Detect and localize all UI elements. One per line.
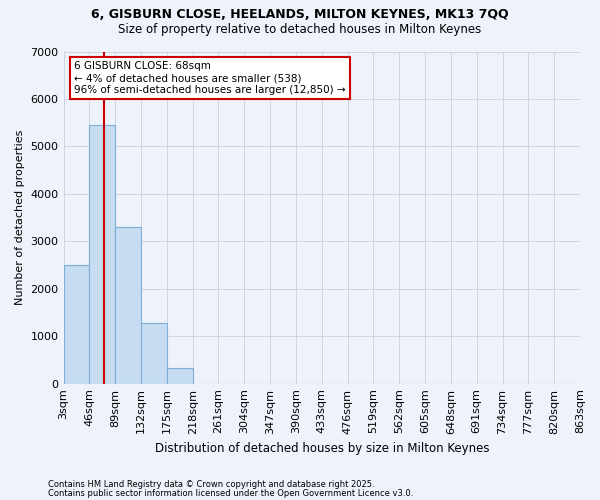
Bar xyxy=(115,227,141,384)
Bar xyxy=(167,368,193,384)
Bar xyxy=(89,125,115,384)
X-axis label: Distribution of detached houses by size in Milton Keynes: Distribution of detached houses by size … xyxy=(155,442,489,455)
Bar xyxy=(64,265,89,384)
Bar xyxy=(141,323,167,384)
Text: Contains public sector information licensed under the Open Government Licence v3: Contains public sector information licen… xyxy=(48,488,413,498)
Text: 6 GISBURN CLOSE: 68sqm
← 4% of detached houses are smaller (538)
96% of semi-det: 6 GISBURN CLOSE: 68sqm ← 4% of detached … xyxy=(74,62,346,94)
Text: 6, GISBURN CLOSE, HEELANDS, MILTON KEYNES, MK13 7QQ: 6, GISBURN CLOSE, HEELANDS, MILTON KEYNE… xyxy=(91,8,509,20)
Text: Contains HM Land Registry data © Crown copyright and database right 2025.: Contains HM Land Registry data © Crown c… xyxy=(48,480,374,489)
Y-axis label: Number of detached properties: Number of detached properties xyxy=(15,130,25,306)
Text: Size of property relative to detached houses in Milton Keynes: Size of property relative to detached ho… xyxy=(118,22,482,36)
